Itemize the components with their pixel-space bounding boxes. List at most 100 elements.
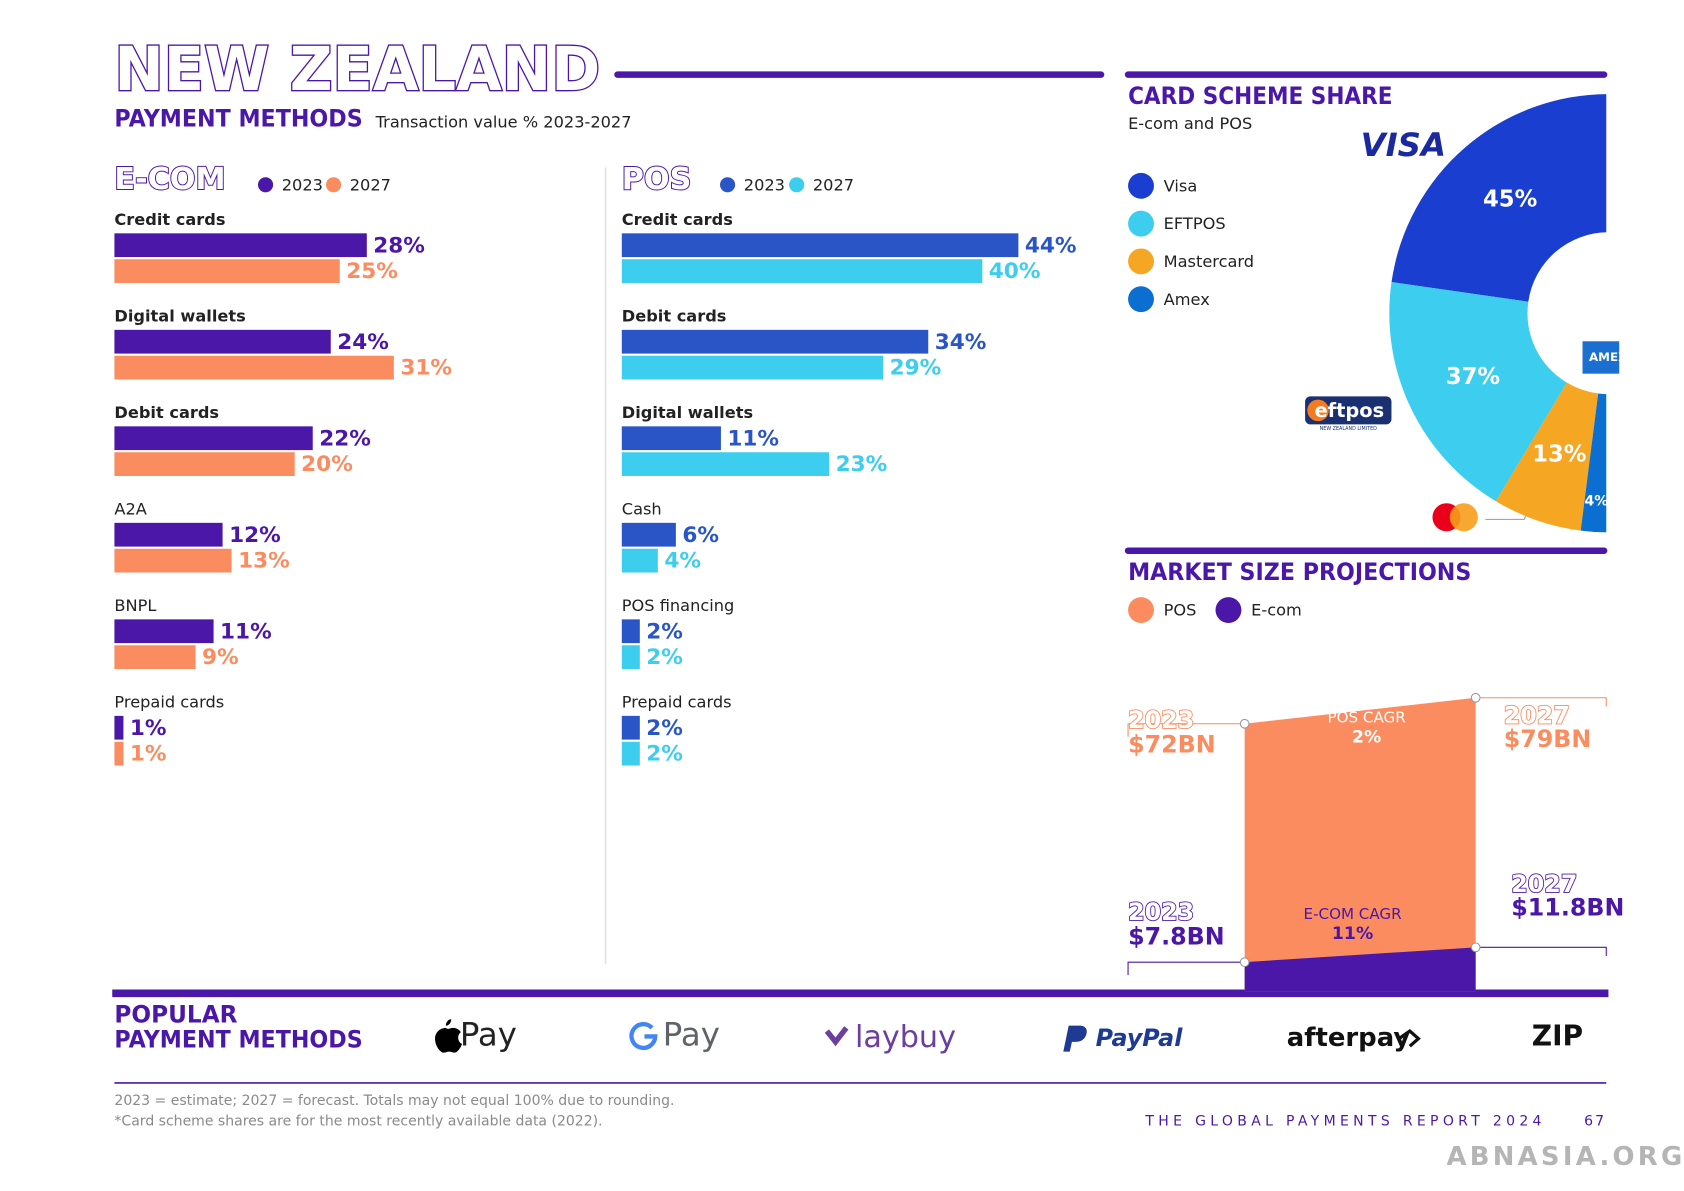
eftpos-badge [1305,396,1392,425]
bar [621,355,884,380]
year-label: 2027 [1511,870,1577,898]
laybuy-icon [824,1026,849,1047]
zip: ZIP [1532,1020,1583,1053]
popular-title: POPULAR [114,1000,237,1028]
bar [114,259,340,283]
legend-label: Visa [1164,176,1198,195]
donut [1389,94,1607,533]
bar [621,715,640,740]
bar [114,619,214,644]
page-title: NEW ZEALAND [114,35,600,105]
laybuy: laybuy [855,1020,956,1055]
category-label: POS financing [622,596,735,615]
category-label: Debit cards [622,306,727,325]
google-icon [629,1022,658,1050]
legend-marker [1128,248,1154,275]
eftpos-logo: eftpos [1314,399,1384,422]
page-number: 67 [1584,1114,1606,1130]
watermark: ABNASIA.ORG [1447,1142,1684,1172]
value-label: 13% [1532,442,1586,468]
value-label: $72BN [1128,731,1216,759]
apple-icon [435,1019,463,1053]
value-label: 4% [1585,494,1609,510]
amex-logo [1582,341,1620,374]
donut-slice [1389,282,1567,502]
value-label: $11.8BN [1511,894,1624,922]
bar [114,741,124,766]
cagr-label: E-COM CAGR [1304,905,1403,923]
guide [1475,946,1607,956]
point [1470,942,1481,953]
chart-title: E-COM [114,162,225,197]
guide [1127,723,1245,737]
legend-label: Mastercard [1164,252,1254,271]
value-label: 2% [646,645,683,670]
paypal: PayPal [1096,1024,1184,1052]
visa-logo: VISA [1361,126,1446,164]
legend-label: POS [1164,601,1197,620]
legend-marker [1128,286,1154,313]
bar [114,452,295,477]
bar [114,645,196,670]
value-label: 12% [229,523,281,548]
category-label: Debit cards [114,403,219,422]
value-label: 28% [373,233,425,258]
cagr-label: POS CAGR [1328,709,1407,727]
note: Transaction value % 2023-2027 [375,113,632,132]
year-label: 2023 [1128,898,1194,926]
value-label: 1% [130,716,167,741]
category-label: Prepaid cards [114,692,224,711]
value-label: 37% [1446,364,1500,390]
value-label: 6% [682,523,719,548]
point [1239,718,1250,729]
donut-slice [1580,393,1607,533]
bar [621,452,830,477]
value-label: 11% [727,426,779,451]
category-label: A2A [114,499,146,518]
value-label: 2% [646,619,683,644]
year-label: 2027 [1504,701,1570,729]
legend-marker [720,177,736,193]
category-label: Prepaid cards [622,692,732,711]
legend-marker [257,177,274,193]
value-label: 13% [238,549,290,574]
value-label: 29% [890,356,942,381]
afterpay: afterpay [1287,1023,1411,1053]
category-label: Digital wallets [622,403,753,422]
value-label: $7.8BN [1128,923,1225,951]
bar [621,548,658,573]
bar [621,619,640,644]
value-label: 4% [664,549,701,574]
guide [1127,961,1245,976]
chart-title: CARD SCHEME SHARE [1128,82,1392,110]
value-label: 9% [202,645,239,670]
donut-slice [1495,382,1599,531]
value-label: 2% [646,716,683,741]
bar [114,715,124,740]
value-label: 23% [836,452,888,477]
value-label: 2% [646,742,683,767]
donut-slice [1391,94,1607,302]
amex-text: AMEX [1589,350,1627,364]
category-label: Credit cards [622,210,733,229]
afterpay-icon [1398,1029,1421,1048]
value-label: 40% [989,259,1041,284]
legend-marker [789,177,805,193]
legend-label: Amex [1164,290,1211,309]
value-label: 31% [400,356,452,381]
value-label: 1% [130,742,167,767]
legend-label: 2023 [282,175,323,194]
bar [621,645,640,670]
footnote: *Card scheme shares are for the most rec… [114,1114,602,1130]
bar [621,522,676,547]
legend-marker [1128,210,1154,237]
paypal-icon [1063,1025,1087,1052]
value-label: 22% [319,426,371,451]
apple-pay: Pay [460,1015,517,1053]
chart-title: MARKET SIZE PROJECTIONS [1128,558,1471,586]
bar [621,741,640,766]
value-label: 34% [935,330,987,355]
category-label: Digital wallets [114,306,245,325]
eftpos-dot [1307,399,1329,422]
